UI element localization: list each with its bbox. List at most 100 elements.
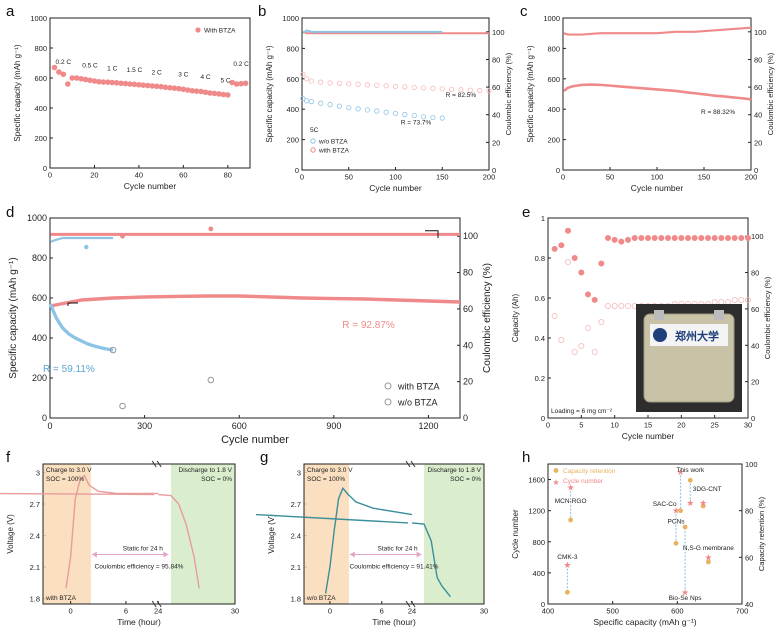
- discharge-band: [171, 464, 235, 604]
- data-point: [180, 86, 187, 93]
- x-tick-label: 60: [179, 171, 187, 180]
- plot-frame: [547, 463, 743, 605]
- x-tick-label: 200: [745, 173, 758, 182]
- legend-label: with BTZA: [318, 148, 350, 155]
- y2-tick-label: 80: [751, 269, 759, 278]
- plot-frame: [49, 17, 251, 169]
- x-tick-label: 40: [135, 171, 143, 180]
- y-axis-label: Cycle number: [511, 509, 520, 559]
- soc-label: SOC = 100%: [46, 476, 84, 483]
- x-tick-label: 0: [69, 607, 73, 616]
- point-label: CMK-3: [557, 554, 578, 561]
- data-point: [738, 234, 745, 241]
- voltage-curve: [324, 486, 413, 594]
- cycle-star-icon: ★: [686, 498, 694, 508]
- discharge-label: Discharge to 1.8 V: [179, 467, 233, 474]
- rate-label: 0.2 C: [56, 59, 72, 66]
- label-sticker: [650, 324, 728, 346]
- y2-tick-label: 100: [754, 28, 767, 37]
- series-line: [302, 29, 443, 35]
- data-point: [611, 236, 618, 243]
- discharge-band: [424, 464, 484, 604]
- data-point: [207, 376, 215, 384]
- y2-tick-label: 0: [463, 413, 468, 423]
- data-point: [691, 234, 698, 241]
- legend-star-icon: ★: [552, 478, 559, 487]
- y2-axis-label: Coulombic efficiency (%): [766, 52, 775, 135]
- y-tick-label: 0.6: [535, 294, 545, 303]
- legend-marker: [384, 398, 392, 406]
- rate-label: 0.5 C: [82, 63, 98, 70]
- data-point: [645, 234, 652, 241]
- legend-marker: [384, 382, 392, 390]
- x-tick-label: 900: [326, 421, 341, 431]
- data-point: [84, 244, 89, 250]
- x-tick-label: 700: [736, 607, 749, 616]
- y-tick-label: 400: [547, 105, 560, 114]
- data-point: [625, 236, 632, 243]
- y-tick-label: 1.8: [30, 595, 40, 604]
- data-point: [153, 83, 160, 90]
- data-point: [625, 302, 632, 309]
- x-tick-label: 6: [124, 607, 128, 616]
- plot-frame: [42, 463, 236, 605]
- panel-letter: g: [260, 449, 268, 466]
- x-tick-label: 30: [744, 421, 752, 430]
- data-point: [725, 298, 732, 305]
- discharge-curve: [411, 522, 451, 598]
- x-tick-label: 0: [48, 171, 52, 180]
- x-tick-label: 30: [231, 607, 239, 616]
- data-point: [346, 105, 352, 111]
- data-point: [355, 106, 361, 112]
- charge-band: [304, 464, 349, 604]
- x-tick-label: 0: [47, 421, 52, 431]
- y-tick-label: 1000: [543, 14, 560, 23]
- data-point: [411, 84, 417, 91]
- axis-break: [151, 460, 162, 468]
- data-point: [184, 87, 191, 93]
- plot-frame: [303, 463, 485, 605]
- data-point: [651, 234, 658, 241]
- data-point: [420, 85, 427, 91]
- panel-letter: c: [520, 3, 528, 20]
- panel-g: g 1.8 2.1 2.4 2.7 3 Time (hour) Voltage (V) Stat…: [255, 449, 488, 627]
- discharge-curve: [158, 493, 200, 589]
- y-tick-label: 2.1: [291, 563, 301, 572]
- y2-tick-label: 20: [754, 138, 762, 147]
- data-point: [605, 302, 612, 309]
- series-line: [49, 294, 461, 308]
- retention-point: [682, 524, 688, 530]
- x-tick-label: 6: [380, 607, 384, 616]
- legend-label: With BTZA: [204, 28, 236, 35]
- right-axis-arrow: [425, 230, 439, 238]
- x-axis-label: Time (hour): [372, 617, 416, 627]
- loading-label: Loading = 6 mg cm⁻²: [551, 408, 613, 415]
- y-tick-label: 400: [34, 104, 47, 113]
- panel-b: b0 50 100 150 200020040060080010000204060801…: [258, 3, 513, 193]
- y-axis-label: Specific capacity (mAh g⁻¹): [526, 45, 535, 142]
- data-point: [731, 234, 738, 241]
- data-point: [725, 234, 732, 241]
- data-point: [60, 71, 67, 78]
- y-tick-label: 0.2: [535, 374, 545, 383]
- y2-axis-label: Coulombic efficiency (%): [504, 52, 513, 135]
- y2-tick-label: 20: [492, 138, 500, 147]
- x-tick-label: 20: [90, 171, 98, 180]
- x-tick-label: 100: [389, 173, 402, 182]
- data-point: [383, 109, 389, 115]
- legend-label: Cycle number: [563, 478, 604, 485]
- pouch-tab: [714, 310, 724, 320]
- data-point: [578, 342, 585, 349]
- y-tick-label: 2.7: [30, 500, 40, 509]
- rate-label: 1 C: [107, 66, 117, 73]
- data-point: [571, 254, 578, 261]
- data-point: [136, 81, 142, 88]
- y-tick-label: 0: [556, 166, 560, 175]
- y2-tick-label: 100: [492, 28, 505, 37]
- y-tick-label: 800: [286, 44, 299, 53]
- cycle-star-icon: ★: [699, 498, 707, 508]
- y2-tick-label: 60: [492, 83, 500, 92]
- voltage-curve: [65, 474, 159, 589]
- voltage-plateau: [255, 513, 409, 524]
